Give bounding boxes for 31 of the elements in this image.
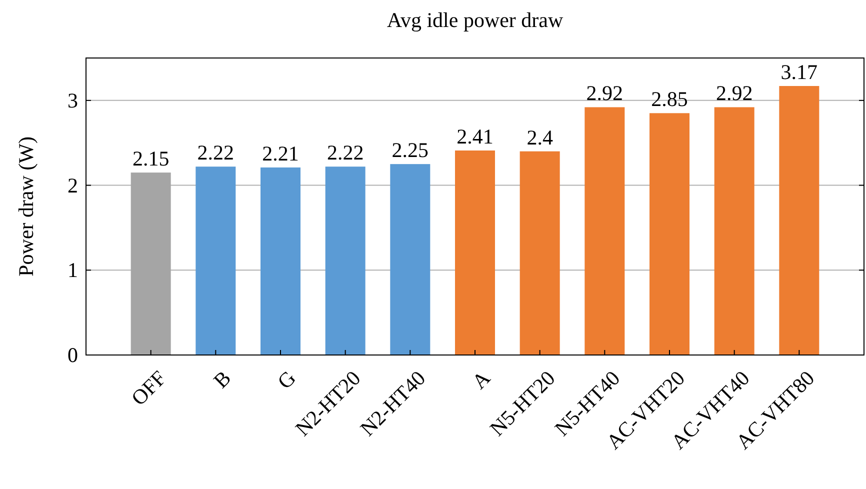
data-label: 2.92 <box>586 81 624 106</box>
bar <box>196 166 236 355</box>
bar <box>779 86 820 355</box>
chart-title: Avg idle power draw <box>386 8 564 32</box>
y-tick-label: 2 <box>68 173 78 198</box>
data-label: 2.92 <box>716 81 753 106</box>
y-tick-label: 3 <box>68 88 78 112</box>
data-label: 2.4 <box>526 125 554 150</box>
bar <box>455 150 495 355</box>
x-tick-label: B <box>208 366 236 393</box>
x-tick-label: A <box>467 365 496 394</box>
data-label: 2.22 <box>197 140 234 165</box>
bar <box>650 113 690 355</box>
x-tick-label: G <box>272 366 300 394</box>
data-label: 2.21 <box>262 141 299 166</box>
data-label: 2.22 <box>326 140 364 165</box>
data-label: 2.25 <box>392 138 429 162</box>
data-label: 2.41 <box>456 124 494 148</box>
bar <box>714 107 754 355</box>
bar <box>584 107 625 355</box>
bar <box>390 164 430 355</box>
bar <box>260 167 300 355</box>
data-label: 3.17 <box>780 60 818 84</box>
y-axis-title: Power draw (W) <box>14 136 38 276</box>
bar <box>520 151 560 355</box>
y-tick-label: 1 <box>68 258 78 282</box>
data-label: 2.15 <box>132 146 170 171</box>
bar <box>325 166 366 355</box>
y-tick-label: 0 <box>68 343 78 367</box>
data-label: 2.85 <box>651 87 688 112</box>
x-tick-label: OFF <box>126 366 171 410</box>
